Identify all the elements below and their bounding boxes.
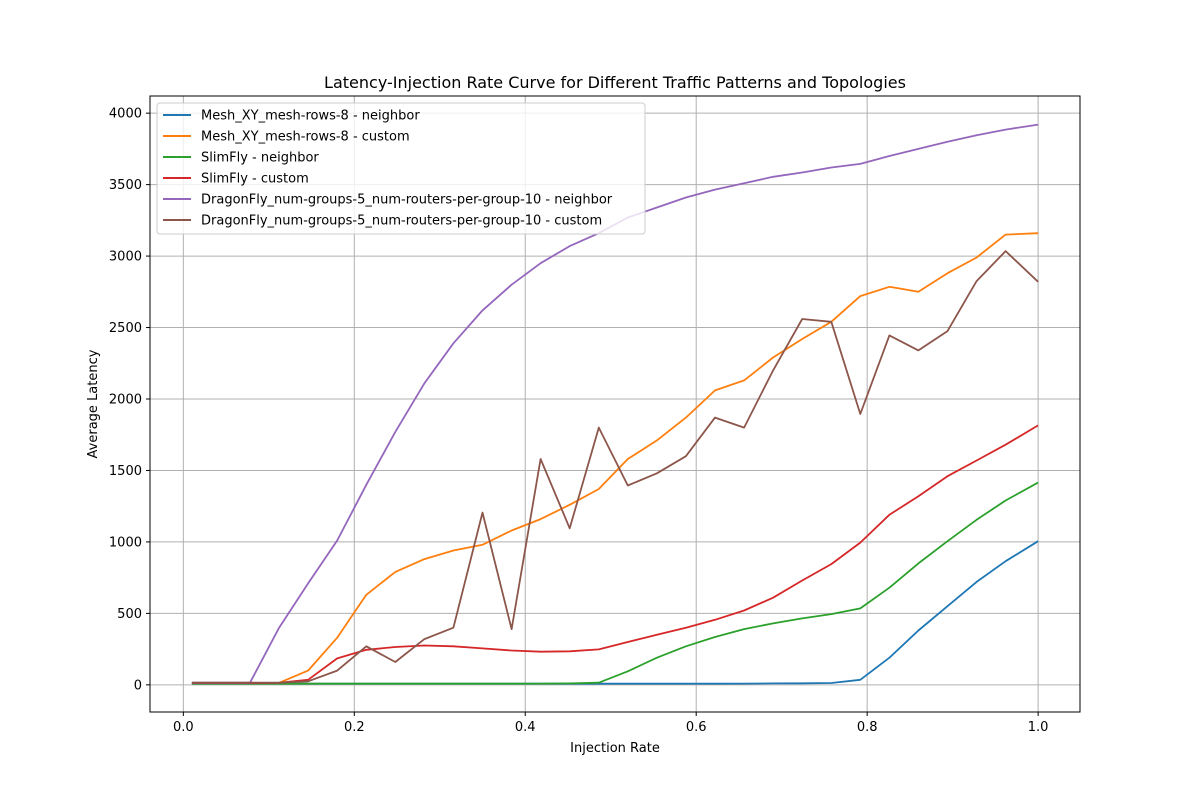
x-tick-label: 1.0 [1028, 720, 1049, 735]
legend-box [156, 102, 646, 235]
y-tick-label: 1500 [109, 464, 142, 479]
legend-entry: DragonFly_num-groups-5_num-routers-per-g… [201, 193, 613, 208]
y-tick-label: 4000 [109, 107, 142, 122]
x-axis-label: Injection Rate [570, 741, 660, 756]
y-tick-label: 3000 [109, 250, 142, 265]
x-tick-label: 0.6 [686, 720, 707, 735]
series-line-3 [191, 424, 1039, 684]
y-tick-label: 0 [134, 678, 142, 693]
axis-ticks: 0.0 0.2 0.4 0.6 0.8 1.0 0 500 1000 1500 2000 2500 30… [109, 107, 1049, 735]
series-line-0 [191, 540, 1039, 685]
x-tick-label: 0.4 [515, 720, 536, 735]
legend-entry: SlimFly - neighbor [201, 151, 319, 166]
series-line-2 [191, 481, 1039, 685]
legend-entry: Mesh_XY_mesh-rows-8 - custom [201, 130, 410, 145]
legend: Mesh_XY_mesh-rows-8 - neighbor Mesh_XY_me… [156, 102, 646, 235]
y-tick-label: 2500 [109, 321, 142, 336]
y-tick-label: 1000 [109, 535, 142, 550]
y-tick-label: 3500 [109, 178, 142, 193]
y-tick-label: 2000 [109, 392, 142, 407]
x-tick-label: 0.8 [857, 720, 878, 735]
series-line-1 [191, 232, 1039, 684]
legend-entry: SlimFly - custom [201, 172, 309, 187]
x-tick-label: 0.2 [344, 720, 365, 735]
legend-entry: DragonFly_num-groups-5_num-routers-per-g… [201, 214, 602, 229]
plot-frame [149, 95, 1081, 713]
legend-entry: Mesh_XY_mesh-rows-8 - neighbor [201, 109, 420, 124]
y-tick-label: 500 [117, 607, 142, 622]
y-axis-label: Average Latency [86, 349, 101, 458]
x-tick-label: 0.0 [173, 720, 194, 735]
series-line-5 [191, 250, 1039, 684]
chart-title: Latency-Injection Rate Curve for Differe… [324, 73, 906, 92]
